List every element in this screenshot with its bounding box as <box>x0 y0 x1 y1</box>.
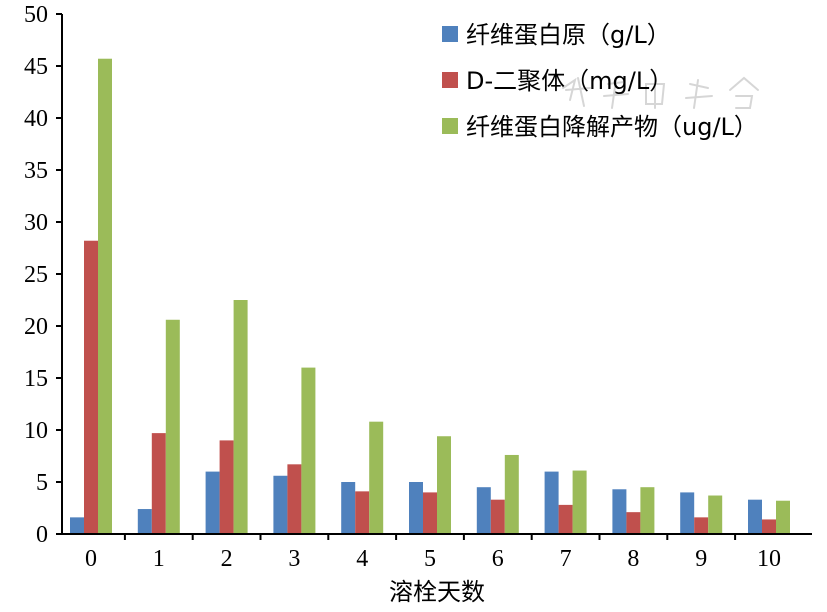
y-axis-ticks: 0 5 10 15 20 25 30 35 40 45 50 <box>24 2 62 548</box>
legend-swatch <box>442 118 458 134</box>
x-tick-label: 2 <box>221 546 233 572</box>
bar <box>273 475 288 534</box>
bar <box>762 519 776 534</box>
x-tick-label: 0 <box>85 546 97 572</box>
y-tick-label: 5 <box>36 470 48 496</box>
bars-group <box>70 58 790 534</box>
bar <box>476 487 491 534</box>
bar <box>437 436 451 534</box>
y-tick-label: 10 <box>24 418 48 444</box>
bar <box>341 482 356 534</box>
y-tick-label: 15 <box>24 366 48 392</box>
legend-swatch <box>442 72 458 88</box>
x-tick-label: 5 <box>424 546 436 572</box>
y-tick-label: 40 <box>24 106 48 132</box>
legend: 纤维蛋白原（g/L） D-二聚体（mg/L） 纤维蛋白降解产物（ug/L） <box>442 21 758 141</box>
bar <box>544 471 559 534</box>
legend-label: 纤维蛋白原（g/L） <box>466 21 671 49</box>
bar <box>165 319 180 534</box>
bar <box>137 509 152 534</box>
bar <box>708 495 723 534</box>
legend-label: D-二聚体（mg/L） <box>466 67 673 95</box>
bar <box>409 482 423 534</box>
x-tick-label: 3 <box>288 546 300 572</box>
bar <box>205 471 220 534</box>
y-tick-label: 35 <box>24 158 48 184</box>
x-tick-label: 4 <box>356 546 368 572</box>
bar <box>70 517 84 534</box>
legend-swatch <box>442 26 458 42</box>
x-tick-label: 10 <box>757 546 781 572</box>
x-axis-ticks: 0 1 2 3 4 5 6 7 8 9 10 <box>85 534 781 572</box>
bar <box>355 491 370 534</box>
y-tick-label: 45 <box>24 54 48 80</box>
legend-label: 纤维蛋白降解产物（ug/L） <box>466 113 758 141</box>
bar <box>626 512 641 534</box>
x-tick-label: 9 <box>695 546 707 572</box>
x-tick-label: 8 <box>627 546 639 572</box>
bar <box>694 517 709 534</box>
bar <box>98 58 112 534</box>
y-tick-label: 20 <box>24 314 48 340</box>
bar <box>219 440 234 534</box>
bar <box>776 500 790 534</box>
y-tick-label: 50 <box>24 2 48 28</box>
x-tick-label: 6 <box>492 546 504 572</box>
bar <box>369 421 384 534</box>
bar <box>680 492 695 534</box>
bar <box>558 504 573 534</box>
x-tick-label: 7 <box>560 546 572 572</box>
y-tick-label: 25 <box>24 262 48 288</box>
bar <box>504 454 519 534</box>
y-tick-label: 30 <box>24 210 48 236</box>
bar <box>572 470 587 534</box>
bar <box>301 367 316 534</box>
bar <box>84 240 98 534</box>
bar <box>640 487 655 534</box>
bar <box>233 300 248 534</box>
bar <box>287 464 302 534</box>
bar <box>490 499 505 534</box>
x-tick-label: 1 <box>153 546 165 572</box>
watermark <box>562 76 759 109</box>
bar <box>423 492 437 534</box>
y-tick-label: 0 <box>36 522 48 548</box>
bar <box>612 489 627 534</box>
bar <box>748 499 762 534</box>
bar <box>151 433 166 534</box>
x-axis-label: 溶栓天数 <box>389 578 485 606</box>
